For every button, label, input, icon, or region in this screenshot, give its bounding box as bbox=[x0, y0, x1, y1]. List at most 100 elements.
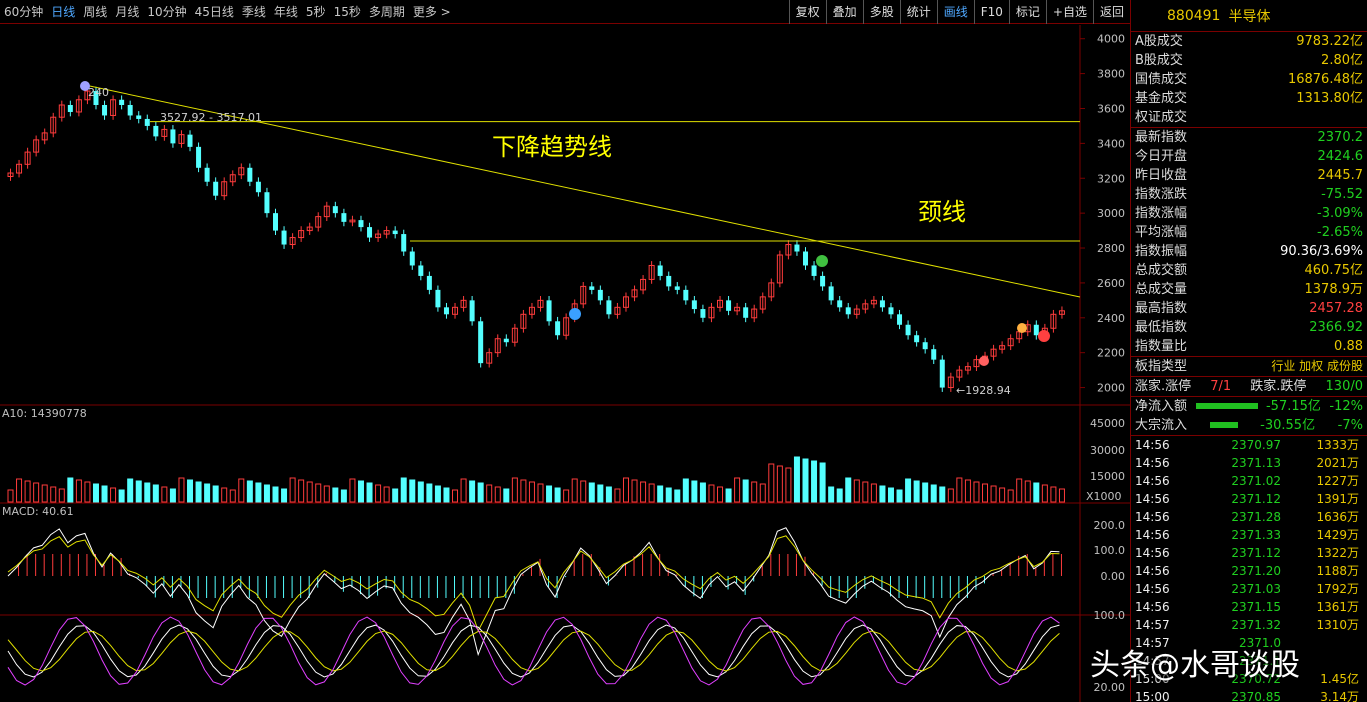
volume-bar bbox=[92, 483, 99, 503]
volume-bar bbox=[75, 479, 82, 503]
kline-chart[interactable]: 4000 3800 3600 3400 3200 3000 2800 2600 2400 2200… bbox=[0, 25, 1130, 702]
toolbar-button-8[interactable]: 返回 bbox=[1092, 0, 1130, 24]
toolbar-button-2[interactable]: 多股 bbox=[862, 0, 900, 24]
quote-value: -3.09% bbox=[1317, 206, 1363, 221]
tick-row: 14:56 2371.20 1188万 bbox=[1131, 562, 1367, 580]
toolbar-button-7[interactable]: +自选 bbox=[1045, 0, 1093, 24]
volume-bar bbox=[332, 487, 339, 503]
period-toolbar: 60分钟 日线 周线 月线 10分钟 45日线 季线 年线 5秒 15秒 多周期 更多 > 复权 叠加多… bbox=[0, 0, 1130, 24]
volume-bar bbox=[84, 481, 91, 503]
watermark: 头条@水哥谈股 bbox=[1090, 648, 1300, 683]
volume-bar bbox=[956, 477, 963, 503]
tick-list[interactable]: 14:56 2370.97 1333万 14:56 2371.13 2021万 14:56 2… bbox=[1131, 436, 1367, 702]
tick-volume: 1636万 bbox=[1316, 510, 1359, 524]
candle-body bbox=[708, 306, 715, 319]
toolbar-button-4[interactable]: 画线 bbox=[936, 0, 974, 24]
quote-row: 今日开盘 2424.6 bbox=[1131, 147, 1367, 166]
tick-time: 14:56 bbox=[1135, 564, 1170, 578]
tick-row: 14:56 2371.28 1636万 bbox=[1131, 508, 1367, 526]
volume-bar bbox=[272, 486, 279, 503]
toolbar-button-6[interactable]: 标记 bbox=[1008, 0, 1046, 24]
quote-row: 最低指数 2366.92 bbox=[1131, 318, 1367, 337]
tick-price: 2370.72 bbox=[1231, 672, 1281, 686]
signal-marker-icon bbox=[1038, 330, 1050, 342]
stat-row: 国债成交 16876.48亿 bbox=[1131, 70, 1367, 89]
volume-bar bbox=[7, 489, 14, 503]
quote-label: 总成交额 bbox=[1135, 263, 1188, 278]
flow-pct: -12% bbox=[1329, 399, 1363, 414]
toolbar-button-5[interactable]: F10 bbox=[973, 0, 1009, 24]
toolbar-button-1[interactable]: 叠加 bbox=[825, 0, 863, 24]
volume-bar bbox=[597, 484, 604, 503]
candle-body bbox=[443, 307, 449, 315]
period-tab-3[interactable]: 月线 bbox=[115, 5, 140, 19]
tick-time: 14:56 bbox=[1135, 456, 1170, 470]
candle-body bbox=[93, 91, 99, 105]
macd-tick-label: 100.0 bbox=[1094, 544, 1126, 557]
candle-body bbox=[58, 104, 65, 118]
volume-bar bbox=[793, 456, 800, 503]
period-tab-1[interactable]: 日线 bbox=[51, 5, 76, 19]
period-tab-6[interactable]: 季线 bbox=[241, 5, 266, 19]
volume-bar bbox=[811, 460, 818, 503]
volume-bar bbox=[187, 479, 194, 503]
period-tab-8[interactable]: 5秒 bbox=[305, 5, 326, 19]
candle-body bbox=[922, 342, 928, 350]
tick-time: 14:57 bbox=[1135, 654, 1170, 668]
toolbar-button-0[interactable]: 复权 bbox=[788, 0, 826, 24]
type-value[interactable]: 行业 加权 成份股 bbox=[1271, 359, 1363, 373]
type-row: 板指类型 行业 加权 成份股 bbox=[1131, 357, 1367, 376]
candle-body bbox=[238, 167, 245, 176]
candle-body bbox=[41, 132, 48, 141]
volume-bar bbox=[340, 489, 347, 503]
tick-price: 2371.12 bbox=[1231, 492, 1281, 506]
volume-bar bbox=[776, 465, 783, 503]
candle-body bbox=[939, 359, 945, 388]
toolbar-button-3[interactable]: 统计 bbox=[899, 0, 937, 24]
period-tab-10[interactable]: 多周期 bbox=[368, 5, 405, 19]
tick-row: 15:00 2370.72 1.45亿 bbox=[1131, 670, 1367, 688]
candle-body bbox=[24, 151, 31, 165]
tick-price: 2371.33 bbox=[1231, 528, 1281, 542]
candle-body bbox=[255, 181, 261, 193]
volume-bar bbox=[896, 489, 903, 503]
candle-body bbox=[1007, 338, 1014, 347]
candle-body bbox=[401, 234, 407, 252]
volume-bar bbox=[434, 485, 441, 503]
period-tab-0[interactable]: 60分钟 bbox=[4, 5, 44, 19]
volume-bar bbox=[349, 478, 356, 503]
candle-body bbox=[33, 139, 40, 153]
flow-label: 净流入额 bbox=[1135, 399, 1188, 414]
tick-row: 14:56 2371.15 1361万 bbox=[1131, 598, 1367, 616]
candle-body bbox=[666, 275, 672, 287]
volume-bar bbox=[768, 463, 775, 503]
candle-body bbox=[853, 308, 860, 315]
volume-bar bbox=[648, 483, 655, 503]
volume-bar bbox=[41, 484, 48, 503]
market-stats: A股成交 9783.22亿 B股成交 2.80亿 国债成交 16876.48亿 基金成交 13… bbox=[1131, 32, 1367, 127]
period-tab-11[interactable]: 更多 > bbox=[412, 5, 451, 19]
period-tab-9[interactable]: 15秒 bbox=[333, 5, 361, 19]
period-tab-2[interactable]: 周线 bbox=[83, 5, 108, 19]
quote-panel: 880491 半导体 A股成交 9783.22亿 B股成交 2.80亿 国债成交 1687… bbox=[1130, 0, 1367, 702]
volume-bar bbox=[503, 488, 510, 503]
volume-bar bbox=[323, 485, 330, 503]
candle-body bbox=[947, 376, 954, 389]
volume-bar bbox=[580, 480, 587, 503]
volume-bar bbox=[58, 488, 65, 503]
candle-body bbox=[811, 265, 817, 276]
price-tick-label: 2000 bbox=[1097, 382, 1125, 395]
candle-body bbox=[435, 289, 441, 308]
candle-body bbox=[349, 219, 356, 223]
period-tab-4[interactable]: 10分钟 bbox=[147, 5, 187, 19]
volume-bar bbox=[204, 483, 211, 503]
high-range-label: 3527.92 - 3517.01 bbox=[160, 111, 262, 124]
tick-volume: 2021万 bbox=[1316, 456, 1359, 470]
candle-body bbox=[631, 289, 638, 298]
tick-volume: 1188万 bbox=[1316, 564, 1359, 578]
tick-price: 2371.03 bbox=[1231, 582, 1281, 596]
period-tab-7[interactable]: 年线 bbox=[273, 5, 298, 19]
tick-time: 14:56 bbox=[1135, 474, 1170, 488]
period-tab-5[interactable]: 45日线 bbox=[194, 5, 234, 19]
volume-bar bbox=[853, 479, 860, 503]
